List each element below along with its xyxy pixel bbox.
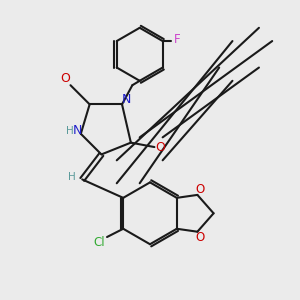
Text: O: O <box>155 141 165 154</box>
Text: O: O <box>60 72 70 85</box>
Text: N: N <box>73 124 83 137</box>
Text: F: F <box>173 33 180 46</box>
Text: Cl: Cl <box>93 236 105 249</box>
Text: N: N <box>122 93 131 106</box>
Text: H: H <box>68 172 76 182</box>
Text: O: O <box>196 183 205 196</box>
Text: H: H <box>66 126 74 136</box>
Text: O: O <box>196 230 205 244</box>
